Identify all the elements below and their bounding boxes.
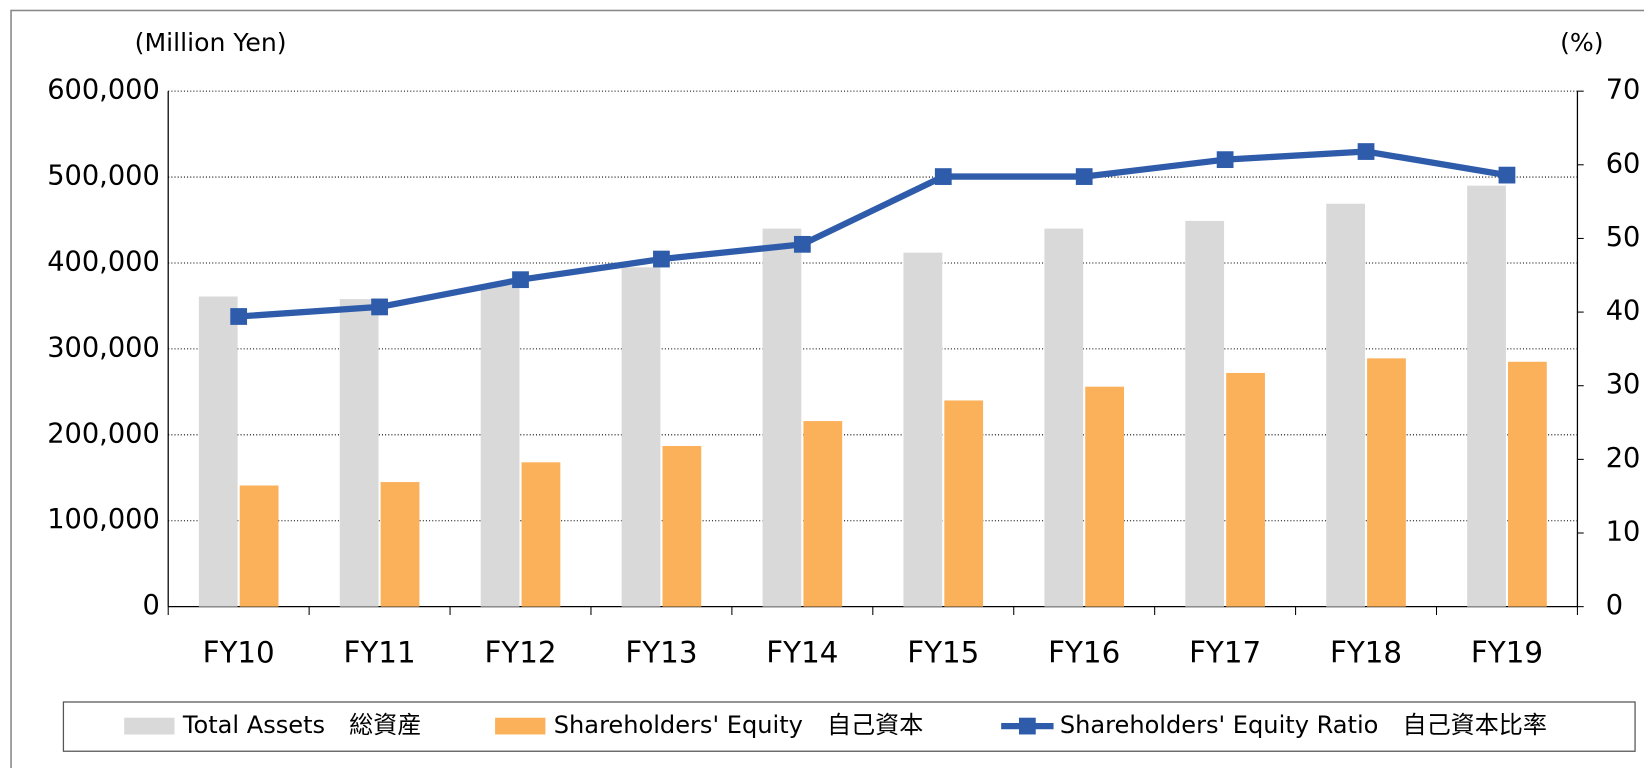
bar (1044, 228, 1084, 607)
line (238, 148, 1508, 320)
marker (512, 271, 529, 289)
bar (1226, 372, 1265, 607)
bar (1367, 358, 1406, 607)
marker (1498, 166, 1516, 184)
bar (521, 462, 561, 607)
marker (1075, 168, 1093, 185)
marker (1357, 143, 1375, 160)
bar (944, 400, 984, 607)
y2-tick-label: 40 (1606, 296, 1641, 327)
x-tick-label: FY18 (1330, 635, 1402, 669)
y-tick-label: 300,000 (47, 332, 160, 363)
x-tick-label: FY13 (625, 635, 697, 669)
bar (803, 421, 843, 607)
y-tick-label: 400,000 (47, 246, 160, 277)
y2-tick-label: 70 (1606, 75, 1641, 106)
marker (230, 308, 248, 325)
x-tick-label: FY11 (344, 635, 416, 669)
y2-tick-label: 50 (1606, 222, 1641, 253)
x-tick-label: FY12 (484, 635, 556, 669)
y-tick-label: 0 (142, 590, 159, 621)
bar (480, 284, 520, 607)
x-tick-label: FY14 (766, 635, 838, 669)
bar (380, 482, 420, 607)
legend-label: Shareholders' Equity 自己資本 (554, 711, 924, 739)
bar (903, 252, 943, 607)
x-tick-label: FY17 (1189, 635, 1261, 669)
bar (1467, 185, 1506, 607)
marker (793, 235, 811, 253)
bar (1326, 203, 1365, 607)
legend-label: Total Assets 総資産 (182, 711, 422, 739)
y2-tick-label: 0 (1606, 590, 1623, 621)
y2-axis-label: (%) (1560, 28, 1603, 57)
x-tick-label: FY19 (1471, 635, 1543, 669)
y-tick-label: 600,000 (47, 75, 160, 106)
y2-tick-label: 20 (1606, 443, 1641, 474)
frame (10, 9, 1644, 772)
legend-swatch (124, 717, 175, 735)
x-tick-label: FY15 (907, 635, 979, 669)
bar (239, 485, 279, 607)
bar (662, 445, 702, 607)
y-tick-label: 100,000 (47, 504, 160, 535)
y-tick-label: 200,000 (47, 418, 160, 449)
bar (762, 228, 802, 607)
marker (934, 168, 952, 185)
x-tick-label: FY10 (203, 635, 275, 669)
bar (621, 267, 661, 607)
legend-swatch (495, 717, 546, 735)
marker (1216, 151, 1234, 169)
y-axis-label: (Million Yen) (135, 28, 287, 57)
marker (371, 298, 388, 316)
bar (1185, 220, 1225, 607)
legend-box (62, 701, 1636, 752)
bar (198, 296, 238, 607)
bar (1085, 386, 1125, 607)
bar (1508, 361, 1547, 607)
legend-swatch (1018, 717, 1036, 735)
y2-tick-label: 10 (1606, 517, 1641, 548)
x-tick-label: FY16 (1048, 635, 1120, 669)
y-tick-label: 500,000 (47, 161, 160, 192)
legend-label: Shareholders' Equity Ratio 自己資本比率 (1060, 711, 1547, 739)
y2-tick-label: 30 (1606, 369, 1641, 400)
marker (653, 250, 670, 268)
y2-tick-label: 60 (1606, 148, 1641, 179)
bar (339, 299, 379, 607)
